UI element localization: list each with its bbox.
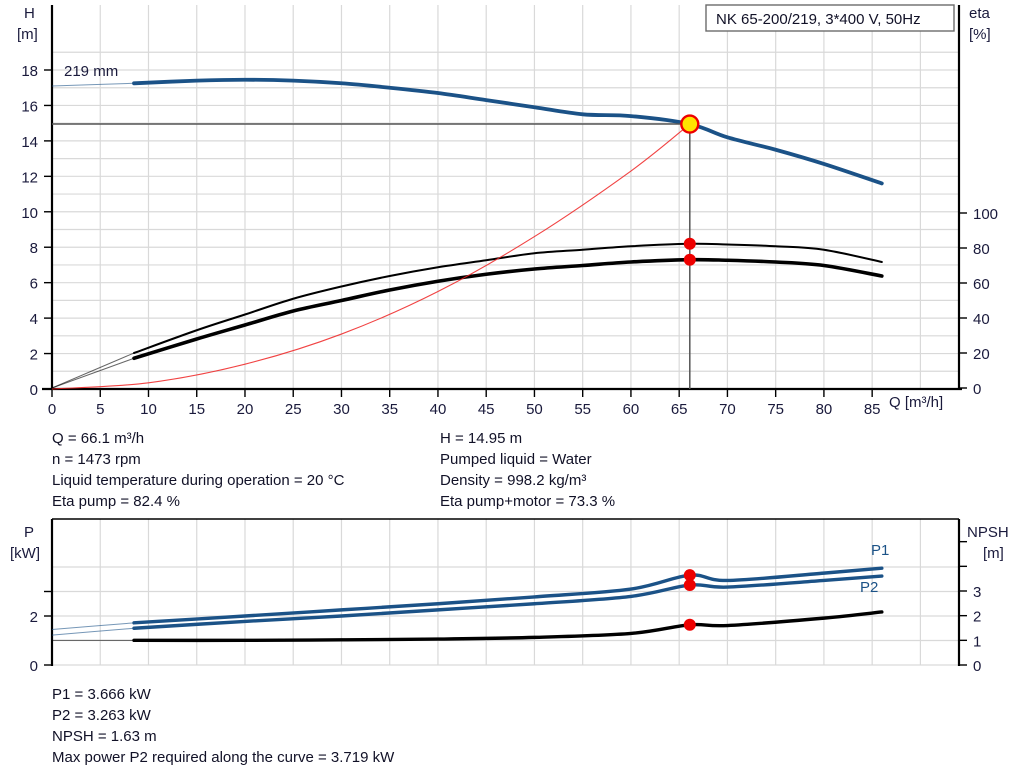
power-info-block: P1 = 3.666 kW P2 = 3.263 kW NPSH = 1.63 … (52, 684, 394, 768)
svg-text:8: 8 (30, 240, 38, 257)
svg-text:30: 30 (333, 401, 350, 418)
bottom-y-axis-title-line2: [kW] (10, 545, 40, 562)
top-chart-curves (52, 80, 882, 389)
svg-text:12: 12 (21, 169, 38, 186)
svg-text:15: 15 (188, 401, 205, 418)
svg-text:3: 3 (973, 584, 981, 601)
duty-info-right-column: H = 14.95 m Pumped liquid = Water Densit… (440, 428, 615, 512)
svg-text:70: 70 (719, 401, 736, 418)
top-y-axis-title-line1: H (24, 5, 35, 22)
svg-text:60: 60 (973, 276, 990, 293)
info-eta-pump: Eta pump = 82.4 % (52, 491, 344, 512)
svg-text:80: 80 (973, 241, 990, 258)
bottom-y2-axis-title-line1: NPSH (967, 524, 1009, 541)
svg-text:65: 65 (671, 401, 688, 418)
svg-text:10: 10 (140, 401, 157, 418)
info-q: Q = 66.1 m³/h (52, 428, 344, 449)
svg-text:100: 100 (973, 206, 998, 223)
svg-text:0: 0 (973, 381, 981, 398)
svg-text:0: 0 (973, 658, 981, 675)
top-chart-tick-labels: 0 5 10 15 20 25 30 35 40 45 50 55 60 65 70 75 80 85 0 2 4 6 8 1… (21, 63, 998, 418)
svg-text:2: 2 (30, 609, 38, 626)
svg-text:20: 20 (237, 401, 254, 418)
bottom-chart-gridlines (52, 519, 959, 665)
svg-text:80: 80 (816, 401, 833, 418)
info-pumped-liquid: Pumped liquid = Water (440, 449, 615, 470)
svg-text:2: 2 (973, 609, 981, 626)
svg-text:6: 6 (30, 276, 38, 293)
top-chart-ticks (44, 70, 967, 397)
power-npsh-chart: 0 2 0 1 2 3 P [kW] NPSH [m] P1 P2 (0, 515, 1024, 675)
svg-text:10: 10 (21, 205, 38, 222)
svg-text:85: 85 (864, 401, 881, 418)
svg-text:75: 75 (767, 401, 784, 418)
duty-info-left-column: Q = 66.1 m³/h n = 1473 rpm Liquid temper… (52, 428, 344, 512)
top-x-axis-title: Q [m³/h] (889, 394, 943, 411)
info-p2: P2 = 3.263 kW (52, 705, 394, 726)
power-npsh-chart-svg: 0 2 0 1 2 3 P [kW] NPSH [m] P1 P2 (0, 515, 1024, 675)
svg-text:40: 40 (430, 401, 447, 418)
bottom-chart-ticks (44, 542, 967, 665)
svg-text:35: 35 (381, 401, 398, 418)
bottom-chart-duty-markers (684, 569, 696, 631)
info-density: Density = 998.2 kg/m³ (440, 470, 615, 491)
svg-text:40: 40 (973, 311, 990, 328)
top-y2-axis-title-line2: [%] (969, 26, 991, 43)
svg-text:0: 0 (30, 382, 38, 399)
svg-text:55: 55 (574, 401, 591, 418)
head-eta-chart: 0 5 10 15 20 25 30 35 40 45 50 55 60 65 70 75 80 85 0 2 4 6 8 1… (0, 0, 1024, 418)
svg-text:60: 60 (623, 401, 640, 418)
svg-text:4: 4 (30, 311, 38, 328)
bottom-y-axis-title-line1: P (24, 524, 34, 541)
impeller-diameter-label: 219 mm (64, 63, 118, 80)
top-y-axis-title-line2: [m] (17, 26, 38, 43)
svg-text:50: 50 (526, 401, 543, 418)
svg-text:20: 20 (973, 346, 990, 363)
top-y2-axis-title-line1: eta (969, 5, 991, 22)
p2-curve-label: P2 (860, 579, 878, 596)
head-eta-chart-svg: 0 5 10 15 20 25 30 35 40 45 50 55 60 65 70 75 80 85 0 2 4 6 8 1… (0, 0, 1024, 418)
info-h: H = 14.95 m (440, 428, 615, 449)
svg-text:18: 18 (21, 63, 38, 80)
svg-text:45: 45 (478, 401, 495, 418)
info-eta-pump-motor: Eta pump+motor = 73.3 % (440, 491, 615, 512)
svg-text:1: 1 (973, 633, 981, 650)
svg-text:0: 0 (30, 658, 38, 675)
info-npsh: NPSH = 1.63 m (52, 726, 394, 747)
bottom-y2-axis-title-line2: [m] (983, 545, 1004, 562)
svg-text:14: 14 (21, 134, 38, 151)
info-max-power: Max power P2 required along the curve = … (52, 747, 394, 768)
svg-text:16: 16 (21, 98, 38, 115)
info-speed: n = 1473 rpm (52, 449, 344, 470)
svg-text:5: 5 (96, 401, 104, 418)
info-p1: P1 = 3.666 kW (52, 684, 394, 705)
bottom-chart-curves (52, 568, 882, 640)
svg-text:2: 2 (30, 347, 38, 364)
info-liquid-temperature: Liquid temperature during operation = 20… (52, 470, 344, 491)
p1-curve-label: P1 (871, 542, 889, 559)
svg-text:25: 25 (285, 401, 302, 418)
svg-text:0: 0 (48, 401, 56, 418)
top-chart-gridlines (52, 5, 959, 389)
chart-title-text: NK 65-200/219, 3*400 V, 50Hz (716, 11, 921, 28)
